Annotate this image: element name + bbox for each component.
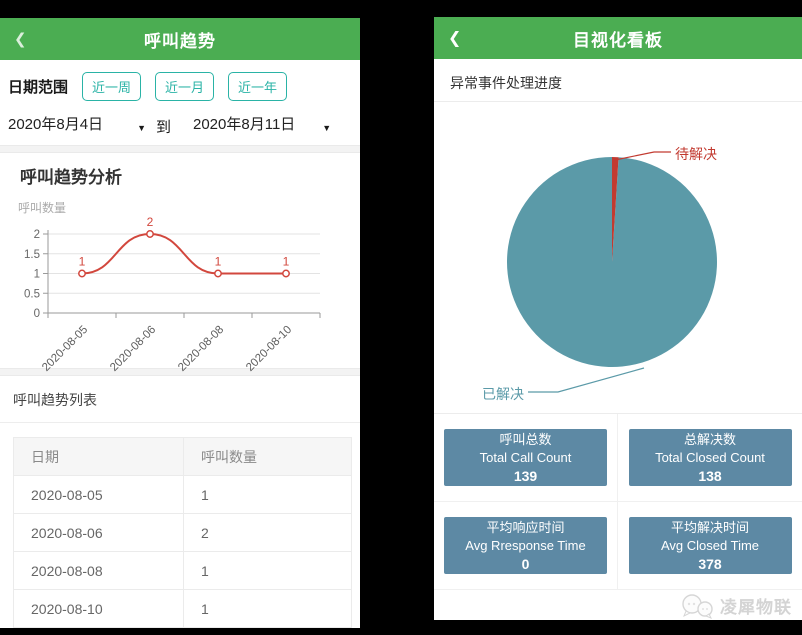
stat-card-avg-response: 平均响应时间 Avg Rresponse Time 0 <box>444 517 607 574</box>
col-header-count: 呼叫数量 <box>183 437 352 476</box>
y-tick-label: 2 <box>34 229 40 241</box>
watermark: 凌犀物联 <box>434 590 802 620</box>
end-date-value[interactable]: 2020年8月11日 <box>193 116 296 133</box>
watermark-text: 凌犀物联 <box>720 598 792 617</box>
list-title: 呼叫趋势列表 <box>13 392 97 408</box>
call-trend-table: 日期 呼叫数量 2020-08-05 1 2020-08-06 2 2020-0… <box>13 437 352 628</box>
stat-subtitle: Total Closed Count <box>655 449 765 465</box>
y-axis-title: 呼叫数量 <box>18 201 67 215</box>
quick-range-week-button[interactable]: 近一周 <box>82 72 142 101</box>
data-point-marker <box>78 269 86 278</box>
quick-range-month-button[interactable]: 近一月 <box>155 72 215 101</box>
start-date-value[interactable]: 2020年8月4日 <box>8 116 104 133</box>
cell-date: 2020-08-08 <box>13 551 184 590</box>
data-point-marker <box>146 230 154 238</box>
stat-value: 0 <box>521 555 530 572</box>
cell-count: 2 <box>183 513 352 552</box>
stat-value: 378 <box>698 555 722 572</box>
stat-subtitle: Total Call Count <box>479 449 572 465</box>
pie-section-title: 异常事件处理进度 <box>434 59 802 102</box>
start-date-dropdown-icon[interactable]: ▼ <box>137 122 146 133</box>
data-point-label: 1 <box>283 255 290 269</box>
trend-line <box>81 232 287 275</box>
table-row: 2020-08-05 1 <box>13 475 352 514</box>
quick-range-year-button[interactable]: 近一年 <box>228 72 288 101</box>
data-point-label: 2 <box>147 215 154 229</box>
stat-subtitle: Avg Rresponse Time <box>465 537 586 553</box>
stat-card-avg-closed: 平均解决时间 Avg Closed Time 378 <box>628 517 792 574</box>
pending-leader-line <box>614 151 671 161</box>
dashboard-screen: ❮ 目视化看板 异常事件处理进度 待解决 已解决 呼叫总数 Total Call… <box>434 17 802 620</box>
cell-count: 1 <box>183 475 352 514</box>
back-button[interactable]: ❮ <box>448 17 461 59</box>
end-date-dropdown-icon[interactable]: ▼ <box>322 122 332 133</box>
app-header: ❮ 呼叫趋势 <box>0 18 360 60</box>
data-point-marker <box>214 269 222 278</box>
table-header-row: 日期 呼叫数量 <box>13 437 352 476</box>
pie-label-resolved: 已解决 <box>482 386 524 402</box>
data-point-label: 1 <box>79 255 86 269</box>
y-tick-label: 1.5 <box>24 249 40 261</box>
resolved-leader-line <box>528 367 645 393</box>
pie-chart-canvas <box>506 151 717 393</box>
table-row: 2020-08-06 2 <box>13 513 352 552</box>
y-tick-label: 0.5 <box>24 288 40 300</box>
cell-date: 2020-08-05 <box>13 475 184 514</box>
line-chart: 0 0.5 1 1.5 2 1 2 1 1 2020-08-05 2020-08-06 2020-0… <box>0 215 360 374</box>
date-to-label: 到 <box>155 119 171 136</box>
stat-subtitle: Avg Closed Time <box>660 537 760 553</box>
stat-card-total-closed: 总解决数 Total Closed Count 138 <box>628 429 792 486</box>
y-tick-label: 1 <box>34 269 40 281</box>
table-row: 2020-08-10 1 <box>13 589 352 628</box>
date-filter: 日期范围 近一周 近一月 近一年 2020年8月4日 ▼ 到 2020年8月11… <box>0 60 360 145</box>
stat-title: 平均解决时间 <box>670 519 749 535</box>
pie-label-pending: 待解决 <box>675 146 717 162</box>
stat-value: 138 <box>698 467 722 484</box>
pie-chart: 待解决 已解决 <box>434 102 802 413</box>
chart-title: 呼叫趋势分析 <box>20 168 122 187</box>
y-tick-label: 0 <box>34 308 40 320</box>
col-header-date: 日期 <box>13 437 184 476</box>
chevron-left-icon: ❮ <box>14 31 27 48</box>
chevron-left-icon: ❮ <box>448 30 462 47</box>
pie-slice-pending <box>612 157 619 262</box>
stat-value: 139 <box>513 467 538 484</box>
app-header: ❮ 目视化看板 <box>434 17 802 59</box>
cell-count: 1 <box>183 551 352 590</box>
chat-bubbles-logo-icon <box>682 593 713 619</box>
stats-grid: 呼叫总数 Total Call Count 139 总解决数 Total Clo… <box>434 413 802 590</box>
date-range-label: 日期范围 <box>8 79 69 96</box>
section-divider <box>0 145 360 153</box>
trend-analysis-section: 呼叫趋势分析 呼叫数量 0 0.5 1 1.5 2 1 2 1 1 2020-08-05 2020… <box>0 153 360 374</box>
stat-title: 总解决数 <box>683 431 736 447</box>
line-chart-canvas: 0 0.5 1 1.5 2 1 2 1 1 <box>24 215 321 320</box>
list-section-header: 呼叫趋势列表 <box>0 376 360 423</box>
stat-title: 呼叫总数 <box>499 431 552 447</box>
section-divider <box>0 368 360 376</box>
stat-card-total-call: 呼叫总数 Total Call Count 139 <box>444 429 607 486</box>
stat-cell: 呼叫总数 Total Call Count 139 <box>434 414 618 502</box>
stat-cell: 平均解决时间 Avg Closed Time 378 <box>618 502 802 590</box>
page-title: 呼叫趋势 <box>144 31 216 51</box>
cell-date: 2020-08-10 <box>13 589 184 628</box>
stat-title: 平均响应时间 <box>486 519 565 535</box>
cell-date: 2020-08-06 <box>13 513 184 552</box>
cell-count: 1 <box>183 589 352 628</box>
stat-cell: 平均响应时间 Avg Rresponse Time 0 <box>434 502 618 590</box>
page-title: 目视化看板 <box>573 30 663 50</box>
data-point-label: 1 <box>215 255 222 269</box>
back-button[interactable]: ❮ <box>14 18 27 60</box>
stat-cell: 总解决数 Total Closed Count 138 <box>618 414 802 502</box>
data-point-marker <box>282 269 290 278</box>
table-row: 2020-08-08 1 <box>13 551 352 590</box>
call-trend-screen: ❮ 呼叫趋势 日期范围 近一周 近一月 近一年 2020年8月4日 ▼ 到 20… <box>0 18 360 628</box>
pie-slice-resolved <box>506 157 717 368</box>
